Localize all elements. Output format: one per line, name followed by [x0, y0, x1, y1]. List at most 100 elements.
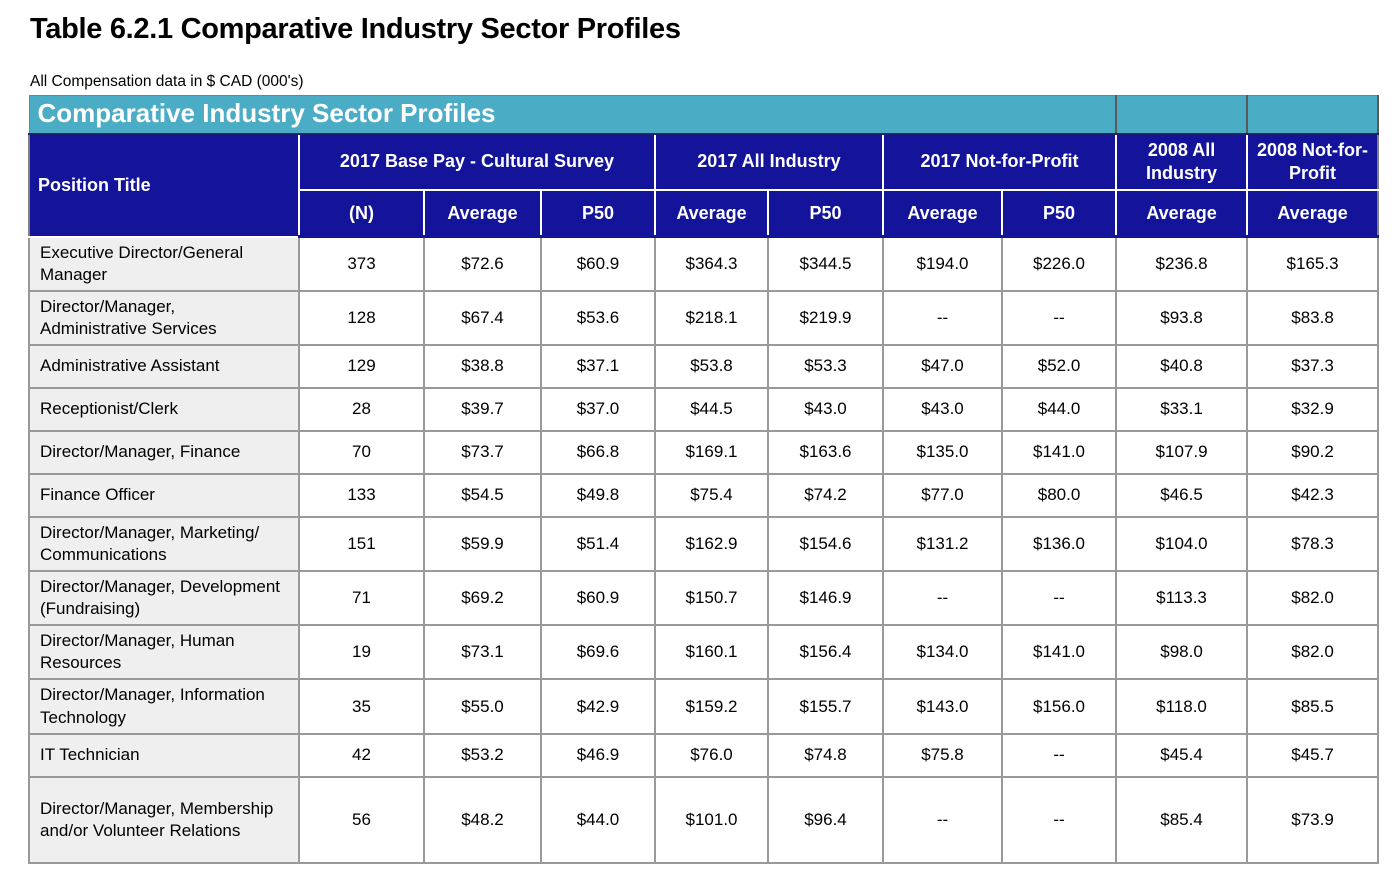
value-cell: $73.9	[1246, 775, 1380, 864]
value-cell: --	[882, 570, 1003, 627]
value-cell: 35	[298, 678, 425, 735]
value-cell: $37.1	[540, 343, 656, 389]
value-cell: 129	[298, 343, 425, 389]
position-title-cell: Director/Manager, Administrative Service…	[28, 289, 300, 346]
value-cell: $60.9	[540, 570, 656, 627]
group-header-2017-not-for-profit: 2017 Not-for-Profit	[881, 133, 1118, 191]
value-cell: $85.4	[1115, 775, 1249, 864]
value-cell: $226.0	[1000, 235, 1118, 292]
value-cell: $155.7	[767, 678, 884, 735]
position-title-cell: Director/Manager, Finance	[28, 429, 300, 475]
value-cell: 28	[298, 386, 425, 432]
group-header-2017-base-pay: 2017 Base Pay - Cultural Survey	[298, 133, 656, 191]
value-cell: $90.2	[1246, 429, 1380, 475]
table-row: IT Technician 42 $53.2 $46.9 $76.0 $74.8 $75.8…	[28, 732, 1380, 778]
value-cell: --	[1000, 570, 1118, 627]
value-cell: $72.6	[423, 235, 542, 292]
value-cell: $44.0	[1000, 386, 1118, 432]
position-title-cell: Director/Manager, Membership and/or Volu…	[28, 775, 300, 864]
value-cell: $76.0	[654, 732, 769, 778]
value-cell: $40.8	[1115, 343, 1249, 389]
banner-row: Comparative Industry Sector Profiles	[28, 95, 1380, 135]
value-cell: $104.0	[1115, 515, 1249, 573]
value-cell: $98.0	[1115, 624, 1249, 681]
sub-header-average: Average	[882, 189, 1003, 238]
position-title-cell: Director/Manager, Information Technology	[28, 678, 300, 735]
position-title-cell: Director/Manager, Human Resources	[28, 624, 300, 681]
value-cell: $169.1	[654, 429, 769, 475]
value-cell: $219.9	[767, 289, 884, 346]
sub-header-average: Average	[1246, 189, 1380, 238]
value-cell: $37.0	[540, 386, 656, 432]
value-cell: $49.8	[540, 472, 656, 518]
value-cell: $136.0	[1000, 515, 1118, 573]
value-cell: $74.8	[767, 732, 884, 778]
value-cell: $96.4	[767, 775, 884, 864]
value-cell: $45.4	[1115, 732, 1249, 778]
value-cell: $107.9	[1115, 429, 1249, 475]
value-cell: $44.0	[540, 775, 656, 864]
sub-header-p50: P50	[767, 189, 884, 238]
group-header-2008-all-industry: 2008 All Industry	[1115, 133, 1249, 191]
table-row: Director/Manager, Membership and/or Volu…	[28, 775, 1380, 864]
sub-header-average: Average	[423, 189, 542, 238]
position-title-header: Position Title	[28, 133, 300, 238]
value-cell: $82.0	[1246, 624, 1380, 681]
value-cell: 19	[298, 624, 425, 681]
value-cell: $78.3	[1246, 515, 1380, 573]
value-cell: $32.9	[1246, 386, 1380, 432]
value-cell: $131.2	[882, 515, 1003, 573]
value-cell: $75.4	[654, 472, 769, 518]
column-group-header-row: Position Title 2017 Base Pay - Cultural …	[28, 133, 1380, 238]
value-cell: $43.0	[767, 386, 884, 432]
value-cell: $163.6	[767, 429, 884, 475]
table-row: Receptionist/Clerk 28 $39.7 $37.0 $44.5 $43.0…	[28, 386, 1380, 432]
value-cell: $46.5	[1115, 472, 1249, 518]
value-cell: $218.1	[654, 289, 769, 346]
table-banner-title: Comparative Industry Sector Profiles	[28, 95, 1117, 135]
value-cell: $55.0	[423, 678, 542, 735]
table-row: Administrative Assistant 129 $38.8 $37.1 $53…	[28, 343, 1380, 389]
value-cell: 70	[298, 429, 425, 475]
value-cell: $54.5	[423, 472, 542, 518]
page-subtitle: All Compensation data in $ CAD (000's)	[30, 73, 304, 90]
table-row: Director/Manager, Marketing/ Communicati…	[28, 515, 1380, 573]
value-cell: $162.9	[654, 515, 769, 573]
sub-header-average: Average	[654, 189, 769, 238]
sub-header-average: Average	[1115, 189, 1249, 238]
sub-header-row: (N) Average P50 Average P50 Average P50 …	[29, 189, 1380, 238]
value-cell: 42	[298, 732, 425, 778]
value-cell: $101.0	[654, 775, 769, 864]
value-cell: --	[1000, 775, 1118, 864]
value-cell: --	[1000, 289, 1118, 346]
value-cell: $39.7	[423, 386, 542, 432]
sub-header-p50: P50	[540, 189, 656, 238]
value-cell: $69.6	[540, 624, 656, 681]
value-cell: 128	[298, 289, 425, 346]
value-cell: $52.0	[1000, 343, 1118, 389]
value-cell: $37.3	[1246, 343, 1380, 389]
value-cell: $113.3	[1115, 570, 1249, 627]
table-row: Finance Officer 133 $54.5 $49.8 $75.4 $74.2 $7…	[28, 472, 1380, 518]
table-row: Executive Director/General Manager 373 $72…	[28, 235, 1380, 292]
value-cell: $48.2	[423, 775, 542, 864]
position-title-cell: IT Technician	[28, 732, 300, 778]
value-cell: --	[882, 775, 1003, 864]
value-cell: $118.0	[1115, 678, 1249, 735]
value-cell: 56	[298, 775, 425, 864]
group-header-2017-all-industry: 2017 All Industry	[654, 133, 884, 191]
value-cell: $59.9	[423, 515, 542, 573]
value-cell: $160.1	[654, 624, 769, 681]
value-cell: $134.0	[882, 624, 1003, 681]
sub-header-p50: P50	[1000, 189, 1118, 238]
value-cell: $73.7	[423, 429, 542, 475]
value-cell: $135.0	[882, 429, 1003, 475]
value-cell: 71	[298, 570, 425, 627]
position-title-cell: Receptionist/Clerk	[28, 386, 300, 432]
value-cell: $69.2	[423, 570, 542, 627]
value-cell: --	[882, 289, 1003, 346]
position-title-cell: Administrative Assistant	[28, 343, 300, 389]
value-cell: $73.1	[423, 624, 542, 681]
value-cell: $93.8	[1115, 289, 1249, 346]
value-cell: --	[1000, 732, 1118, 778]
